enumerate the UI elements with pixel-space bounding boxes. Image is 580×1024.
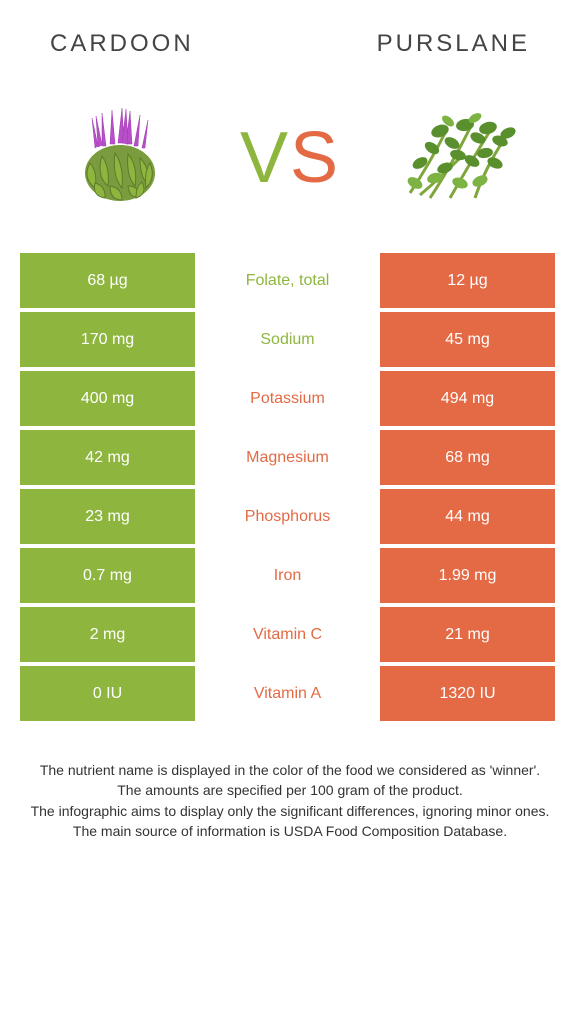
left-value: 170 mg — [20, 312, 195, 367]
table-row: 42 mgMagnesium68 mg — [20, 430, 560, 485]
table-row: 0.7 mgIron1.99 mg — [20, 548, 560, 603]
footer-line-1: The nutrient name is displayed in the co… — [25, 760, 555, 780]
left-value: 42 mg — [20, 430, 195, 485]
right-value: 45 mg — [380, 312, 555, 367]
right-value: 1.99 mg — [380, 548, 555, 603]
left-value: 0 IU — [20, 666, 195, 721]
nutrient-label: Magnesium — [195, 430, 380, 485]
images-row: VS — [0, 78, 580, 253]
left-value: 23 mg — [20, 489, 195, 544]
left-value: 2 mg — [20, 607, 195, 662]
right-value: 68 mg — [380, 430, 555, 485]
table-row: 0 IUVitamin A1320 IU — [20, 666, 560, 721]
vs-s-letter: S — [290, 118, 340, 198]
table-row: 400 mgPotassium494 mg — [20, 371, 560, 426]
cardoon-icon — [55, 93, 185, 223]
left-value: 400 mg — [20, 371, 195, 426]
footer-notes: The nutrient name is displayed in the co… — [0, 725, 580, 841]
right-food-title: Purslane — [377, 30, 530, 58]
nutrient-label: Vitamin A — [195, 666, 380, 721]
header: Cardoon Purslane — [0, 0, 580, 78]
right-value: 12 µg — [380, 253, 555, 308]
footer-line-3: The infographic aims to display only the… — [25, 801, 555, 821]
right-value: 44 mg — [380, 489, 555, 544]
right-value: 494 mg — [380, 371, 555, 426]
table-row: 170 mgSodium45 mg — [20, 312, 560, 367]
nutrient-label: Vitamin C — [195, 607, 380, 662]
footer-line-2: The amounts are specified per 100 gram o… — [25, 780, 555, 800]
nutrient-label: Iron — [195, 548, 380, 603]
left-value: 68 µg — [20, 253, 195, 308]
nutrient-label: Phosphorus — [195, 489, 380, 544]
right-value: 1320 IU — [380, 666, 555, 721]
purslane-icon — [390, 103, 530, 213]
left-value: 0.7 mg — [20, 548, 195, 603]
cardoon-image — [50, 88, 190, 228]
nutrient-label: Folate, total — [195, 253, 380, 308]
footer-line-4: The main source of information is USDA F… — [25, 821, 555, 841]
purslane-image — [390, 88, 530, 228]
table-row: 2 mgVitamin C21 mg — [20, 607, 560, 662]
comparison-table: 68 µgFolate, total12 µg170 mgSodium45 mg… — [20, 253, 560, 721]
right-value: 21 mg — [380, 607, 555, 662]
vs-v-letter: V — [240, 118, 290, 198]
nutrient-label: Potassium — [195, 371, 380, 426]
nutrient-label: Sodium — [195, 312, 380, 367]
table-row: 68 µgFolate, total12 µg — [20, 253, 560, 308]
vs-label: VS — [240, 117, 340, 199]
table-row: 23 mgPhosphorus44 mg — [20, 489, 560, 544]
left-food-title: Cardoon — [50, 30, 194, 58]
